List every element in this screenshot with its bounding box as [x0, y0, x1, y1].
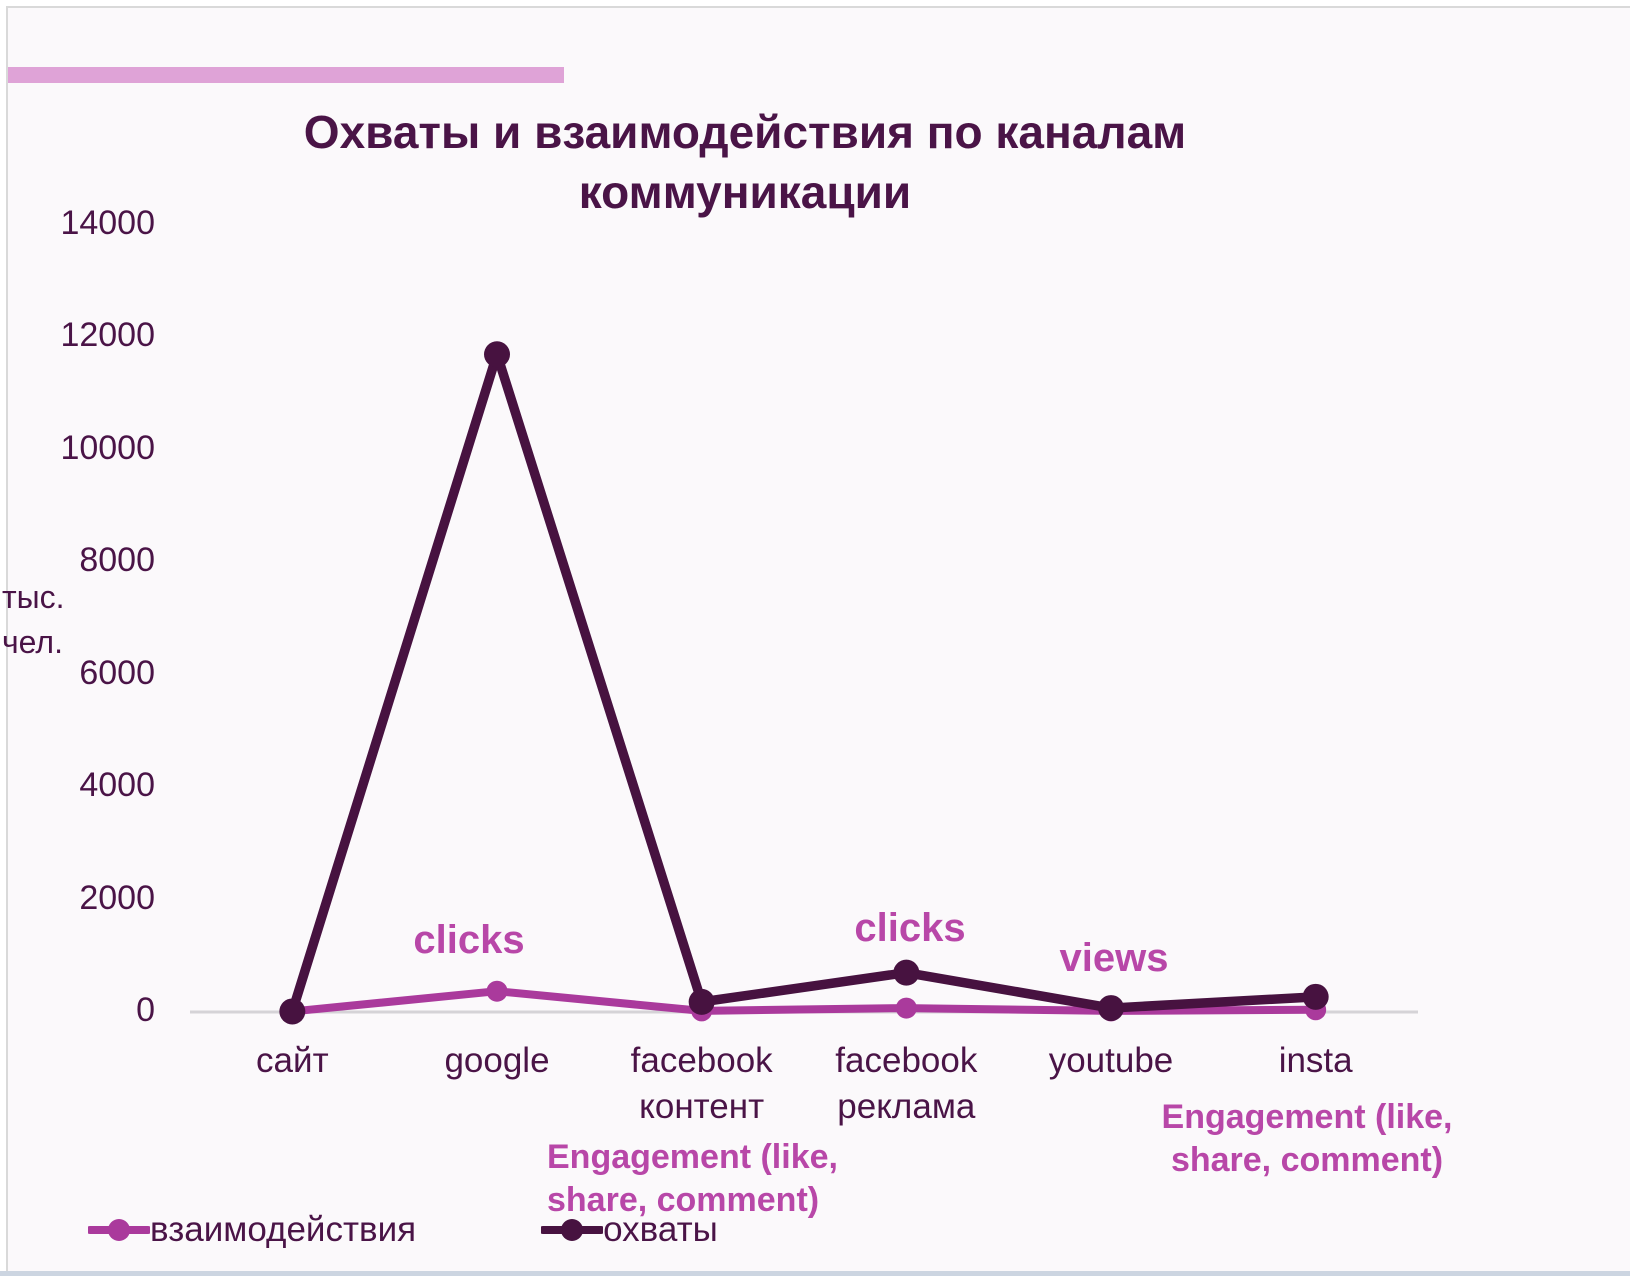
data-point-marker-interactions: [486, 980, 508, 1002]
legend-label: взаимодействия: [150, 1210, 417, 1249]
y-tick-label: 10000: [60, 428, 155, 467]
legend-marker-icon: [541, 1219, 604, 1241]
chart-legend: взаимодействия охваты: [88, 1210, 718, 1250]
y-tick-label: 12000: [60, 316, 155, 355]
y-tick-label: 4000: [79, 766, 155, 805]
series-line-reach: [287, 349, 1321, 1017]
y-tick-label: 8000: [79, 541, 155, 580]
annotation-clicks: clicks: [413, 918, 525, 962]
annotation-engagement: Engagement (like, share, comment): [547, 1138, 838, 1219]
data-point-marker-reach: [1098, 995, 1124, 1022]
accent-bar: [8, 67, 564, 83]
data-point-marker-reach: [484, 341, 510, 368]
data-point-marker-interactions: [895, 997, 917, 1019]
legend-label: охваты: [603, 1210, 718, 1249]
x-category-label: insta: [1278, 1041, 1353, 1080]
annotation-engagement: Engagement (like, share, comment): [1161, 1098, 1453, 1179]
data-point-marker-reach: [1302, 983, 1329, 1010]
data-point-marker-reach: [688, 988, 715, 1015]
slide-frame: [6, 6, 1630, 1276]
legend-item-interactions: взаимодействия: [88, 1210, 416, 1250]
legend-item-reach: охваты: [541, 1210, 718, 1250]
x-category-label: youtube: [1048, 1041, 1174, 1080]
annotation-clicks: clicks: [854, 906, 966, 950]
data-point-marker-reach: [279, 998, 306, 1025]
page-bottom-edge: [0, 1271, 1630, 1276]
x-category-label: facebook реклама: [835, 1041, 978, 1126]
x-category-label: google: [444, 1041, 550, 1080]
x-category-label: сайт: [256, 1041, 329, 1080]
y-tick-label: 6000: [79, 653, 155, 692]
x-category-label: facebook контент: [630, 1041, 773, 1126]
legend-marker-icon: [88, 1219, 150, 1241]
chart-title: Охваты и взаимодействия по каналам комму…: [303, 106, 1187, 218]
y-tick-label: 14000: [60, 204, 155, 242]
data-point-marker-reach: [893, 959, 920, 986]
y-tick-label: 2000: [79, 878, 155, 917]
annotation-views: views: [1059, 936, 1169, 980]
y-axis-title: тыс. чел.: [2, 579, 65, 660]
y-tick-label: 0: [136, 991, 155, 1029]
